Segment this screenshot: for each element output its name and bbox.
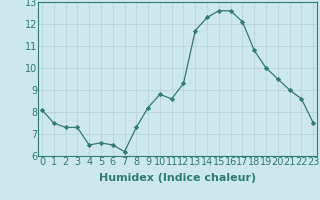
- X-axis label: Humidex (Indice chaleur): Humidex (Indice chaleur): [99, 173, 256, 183]
